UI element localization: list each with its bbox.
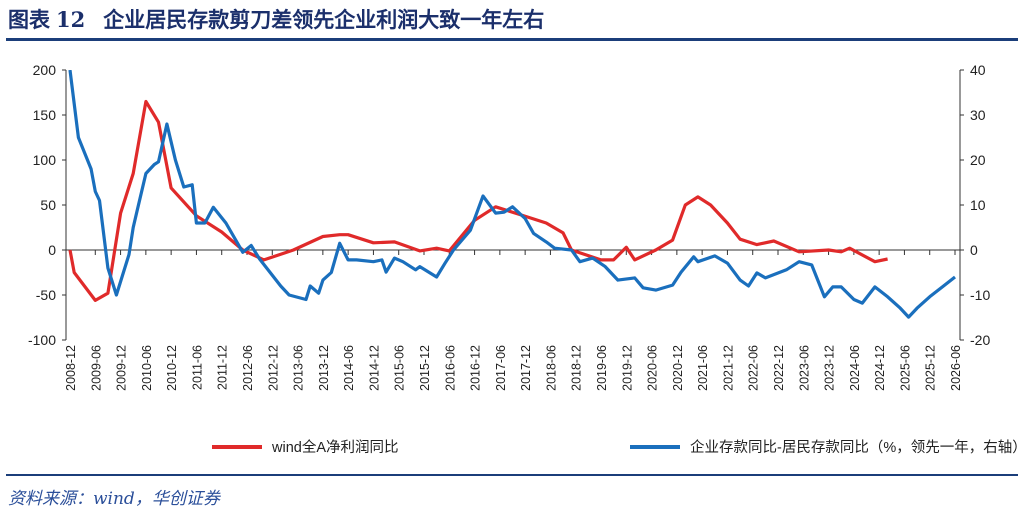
left-axis-tick-label: 100 xyxy=(33,152,57,168)
right-axis-tick-label: -20 xyxy=(970,332,990,348)
x-axis-tick-label: 2023-06 xyxy=(797,345,811,391)
x-axis-tick-label: 2025-12 xyxy=(924,345,938,391)
x-axis-tick-label: 2012-06 xyxy=(241,345,255,391)
x-axis-tick-label: 2026-06 xyxy=(949,345,963,391)
x-axis-tick-label: 2011-12 xyxy=(216,345,230,390)
x-axis-tick-label: 2020-06 xyxy=(646,345,660,391)
right-axis-tick-label: 10 xyxy=(970,197,986,213)
x-axis-tick-label: 2017-06 xyxy=(494,345,508,391)
x-axis-tick-label: 2011-06 xyxy=(190,345,204,390)
figure-title: 图表 12 企业居民存款剪刀差领先企业利润大致一年左右 xyxy=(8,4,544,34)
x-axis-tick-label: 2012-12 xyxy=(266,345,280,391)
x-axis-tick-label: 2016-12 xyxy=(469,345,483,391)
x-axis-tick-label: 2013-12 xyxy=(317,345,331,391)
series-line-deposit-spread xyxy=(68,70,956,319)
right-axis-tick-label: -10 xyxy=(970,287,990,303)
x-axis-tick-label: 2019-12 xyxy=(620,345,634,391)
x-axis-tick-label: 2019-06 xyxy=(595,345,609,391)
x-axis-tick-label: 2014-06 xyxy=(342,345,356,391)
figure-title-text: 企业居民存款剪刀差领先企业利润大致一年左右 xyxy=(103,7,545,32)
left-axis-tick-label: 150 xyxy=(33,107,57,123)
x-axis-tick-label: 2015-12 xyxy=(418,345,432,391)
x-axis-tick-label: 2025-06 xyxy=(898,345,912,391)
title-divider xyxy=(6,38,1018,41)
x-axis-tick-label: 2022-12 xyxy=(772,345,786,391)
left-axis-tick-label: 50 xyxy=(40,197,56,213)
left-axis-tick-label: -100 xyxy=(28,332,56,348)
x-axis-tick-label: 2008-12 xyxy=(64,345,78,391)
x-axis-tick-label: 2022-06 xyxy=(747,345,761,391)
source-note: 资料来源：wind，华创证券 xyxy=(8,489,220,509)
figure-label: 图表 xyxy=(8,7,50,32)
right-axis-tick-label: 20 xyxy=(970,152,986,168)
x-axis-tick-label: 2009-06 xyxy=(89,345,103,391)
left-axis-tick-label: 200 xyxy=(33,62,57,78)
figure-number: 12 xyxy=(56,7,86,32)
series-line-net-profit-yoy xyxy=(68,99,888,302)
footer-divider xyxy=(6,474,1018,476)
x-axis-tick-label: 2010-12 xyxy=(165,345,179,391)
x-axis-tick-label: 2018-06 xyxy=(544,345,558,391)
legend-label: 企业存款同比-居民存款同比（%，领先一年，右轴） xyxy=(690,438,1024,456)
x-axis-tick-label: 2013-06 xyxy=(292,345,306,391)
right-axis-tick-label: 40 xyxy=(970,62,986,78)
left-axis-tick-label: -50 xyxy=(36,287,56,303)
x-axis-tick-label: 2024-06 xyxy=(848,345,862,391)
x-axis-tick-label: 2021-06 xyxy=(696,345,710,391)
x-axis-tick-label: 2021-12 xyxy=(721,345,735,391)
x-axis-tick-label: 2017-12 xyxy=(519,345,533,391)
x-axis-tick-label: 2018-12 xyxy=(570,345,584,391)
x-axis-tick-label: 2016-06 xyxy=(443,345,457,391)
x-axis-tick-label: 2023-12 xyxy=(823,345,837,391)
x-axis-tick-label: 2020-12 xyxy=(671,345,685,391)
left-axis-tick-label: 0 xyxy=(48,242,56,258)
right-axis-tick-label: 30 xyxy=(970,107,986,123)
x-axis-tick-label: 2009-12 xyxy=(115,345,129,391)
x-axis-tick-label: 2015-06 xyxy=(393,345,407,391)
legend-label: wind全A净利润同比 xyxy=(271,438,399,456)
x-axis-tick-label: 2010-06 xyxy=(140,345,154,391)
x-axis-tick-label: 2024-12 xyxy=(873,345,887,391)
x-axis-tick-label: 2014-12 xyxy=(367,345,381,391)
right-axis-tick-label: 0 xyxy=(970,242,978,258)
line-chart: 200150100500-50-100403020100-10-202008-1… xyxy=(28,62,1024,456)
